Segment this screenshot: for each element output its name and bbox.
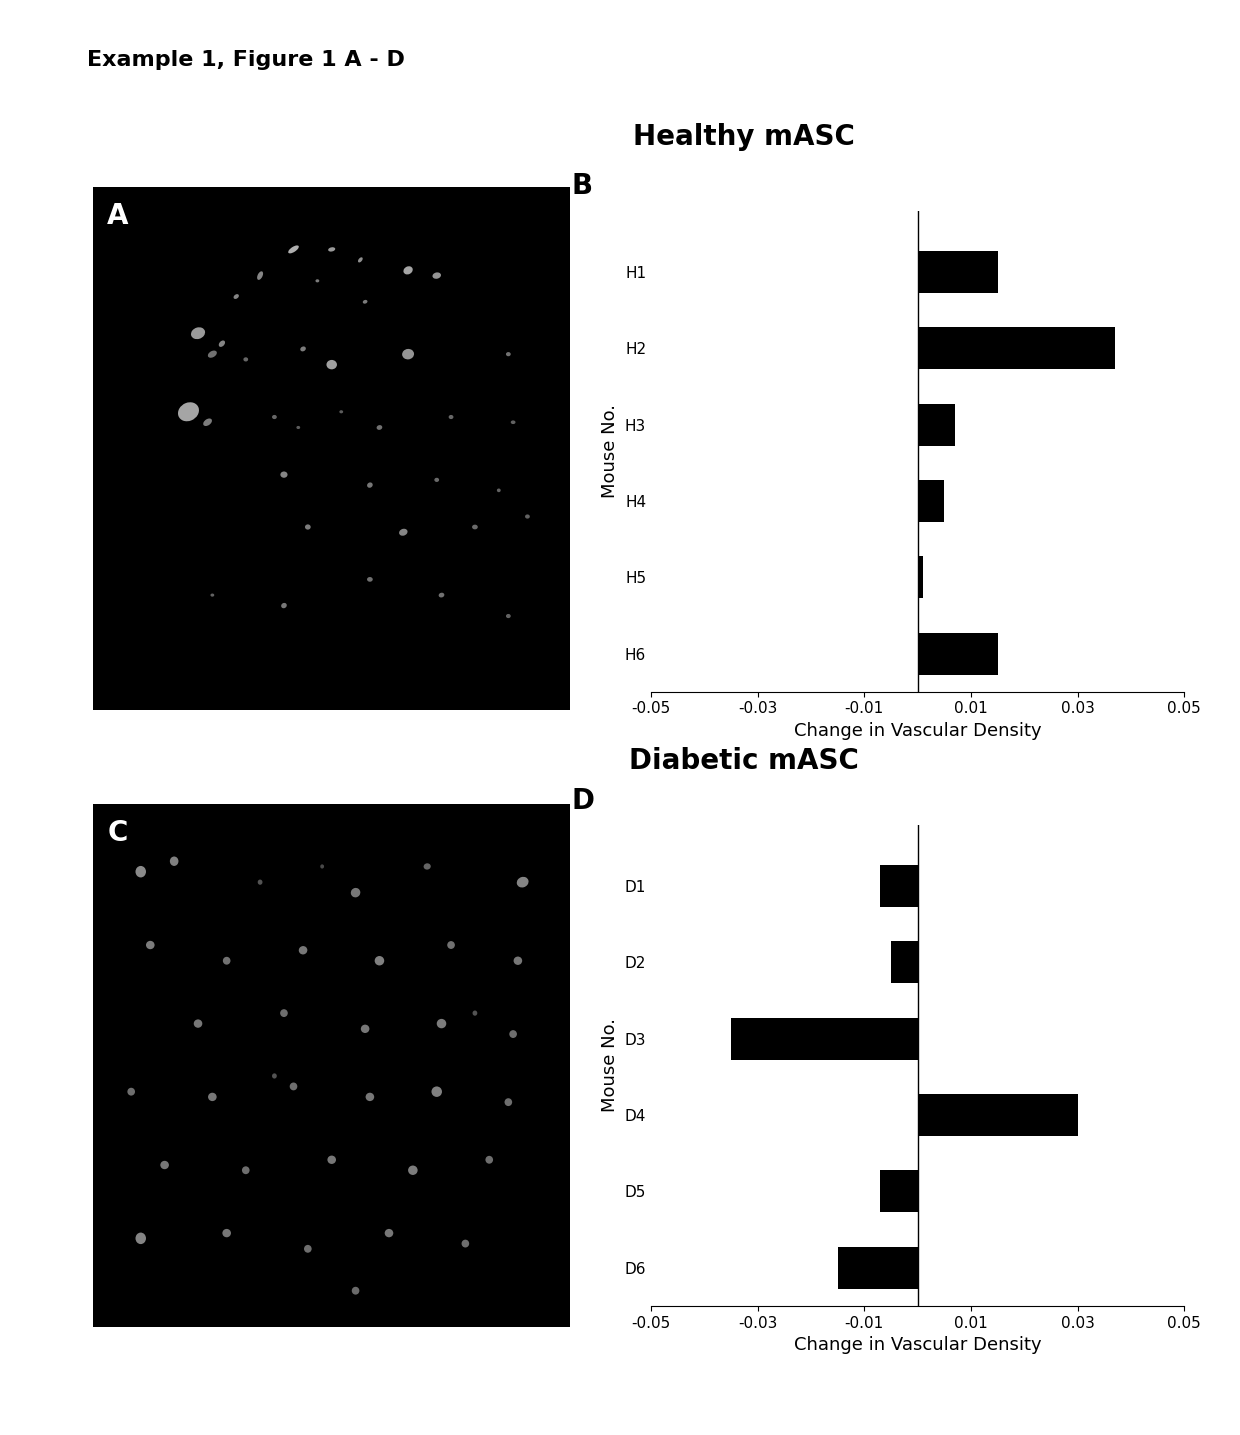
Ellipse shape	[408, 1165, 418, 1175]
Ellipse shape	[366, 1092, 374, 1101]
Ellipse shape	[511, 420, 516, 425]
Ellipse shape	[299, 946, 308, 954]
Text: Diabetic mASC: Diabetic mASC	[629, 746, 859, 775]
Ellipse shape	[384, 1228, 393, 1237]
Ellipse shape	[424, 864, 430, 870]
Bar	[918, 251, 997, 293]
Ellipse shape	[436, 1019, 446, 1029]
Ellipse shape	[222, 1228, 231, 1237]
Bar	[838, 1247, 918, 1289]
Ellipse shape	[327, 1155, 336, 1164]
Ellipse shape	[403, 267, 413, 274]
Text: B: B	[570, 172, 593, 201]
Ellipse shape	[304, 1246, 311, 1253]
Ellipse shape	[472, 1010, 477, 1016]
Ellipse shape	[448, 941, 455, 949]
Ellipse shape	[211, 594, 215, 597]
Ellipse shape	[300, 346, 306, 352]
Ellipse shape	[281, 603, 286, 608]
Ellipse shape	[193, 1019, 202, 1027]
Ellipse shape	[361, 1025, 370, 1033]
Bar	[732, 1017, 918, 1060]
Ellipse shape	[510, 1030, 517, 1038]
Ellipse shape	[305, 524, 311, 530]
Ellipse shape	[506, 614, 511, 618]
Ellipse shape	[146, 941, 155, 949]
Ellipse shape	[191, 327, 205, 339]
Ellipse shape	[135, 1233, 146, 1244]
Ellipse shape	[290, 1082, 298, 1091]
Ellipse shape	[170, 857, 179, 865]
Ellipse shape	[434, 478, 439, 482]
Ellipse shape	[374, 956, 384, 966]
Ellipse shape	[399, 528, 408, 535]
Bar	[890, 941, 918, 983]
Ellipse shape	[203, 419, 212, 426]
Ellipse shape	[280, 1009, 288, 1017]
Text: A: A	[108, 202, 129, 230]
Ellipse shape	[472, 525, 477, 530]
Text: C: C	[108, 819, 128, 847]
Ellipse shape	[497, 488, 501, 492]
Ellipse shape	[223, 957, 231, 964]
Ellipse shape	[242, 1167, 249, 1174]
Ellipse shape	[402, 349, 414, 359]
Bar	[918, 403, 955, 446]
Ellipse shape	[326, 360, 337, 369]
Bar	[918, 327, 1115, 369]
Ellipse shape	[439, 593, 444, 597]
Ellipse shape	[329, 247, 335, 251]
Ellipse shape	[280, 472, 288, 478]
Ellipse shape	[377, 425, 382, 430]
Bar	[918, 479, 945, 522]
Ellipse shape	[485, 1155, 494, 1164]
Bar	[918, 557, 923, 598]
Ellipse shape	[258, 880, 263, 885]
Ellipse shape	[160, 1161, 169, 1170]
Ellipse shape	[218, 340, 224, 347]
Ellipse shape	[505, 1098, 512, 1106]
Ellipse shape	[352, 1287, 360, 1294]
Text: Example 1, Figure 1 A - D: Example 1, Figure 1 A - D	[87, 50, 404, 70]
Ellipse shape	[506, 352, 511, 356]
Ellipse shape	[272, 1073, 277, 1079]
Ellipse shape	[433, 273, 441, 278]
Ellipse shape	[179, 402, 198, 422]
Ellipse shape	[367, 482, 373, 488]
Text: D: D	[570, 786, 594, 815]
Ellipse shape	[461, 1240, 469, 1247]
Ellipse shape	[363, 300, 367, 304]
Ellipse shape	[517, 877, 528, 887]
Y-axis label: Mouse No.: Mouse No.	[601, 1019, 619, 1112]
Ellipse shape	[208, 1092, 217, 1101]
Bar	[918, 633, 997, 674]
Ellipse shape	[288, 245, 299, 254]
Ellipse shape	[243, 357, 248, 362]
X-axis label: Change in Vascular Density: Change in Vascular Density	[794, 722, 1042, 740]
Text: Healthy mASC: Healthy mASC	[634, 122, 854, 151]
Ellipse shape	[351, 888, 361, 897]
X-axis label: Change in Vascular Density: Change in Vascular Density	[794, 1336, 1042, 1355]
Y-axis label: Mouse No.: Mouse No.	[601, 405, 619, 498]
Ellipse shape	[208, 350, 217, 357]
Ellipse shape	[320, 864, 324, 868]
Ellipse shape	[315, 280, 319, 283]
Ellipse shape	[135, 865, 146, 877]
Bar	[918, 1093, 1078, 1137]
Ellipse shape	[128, 1088, 135, 1095]
Ellipse shape	[367, 577, 373, 581]
Ellipse shape	[340, 410, 343, 413]
Ellipse shape	[358, 257, 362, 263]
Ellipse shape	[257, 271, 263, 280]
Bar	[880, 1171, 918, 1213]
Ellipse shape	[233, 294, 239, 298]
Ellipse shape	[272, 415, 277, 419]
Ellipse shape	[432, 1086, 441, 1096]
Bar	[880, 865, 918, 907]
Ellipse shape	[449, 415, 454, 419]
Ellipse shape	[513, 957, 522, 964]
Ellipse shape	[296, 426, 300, 429]
Ellipse shape	[525, 514, 529, 518]
